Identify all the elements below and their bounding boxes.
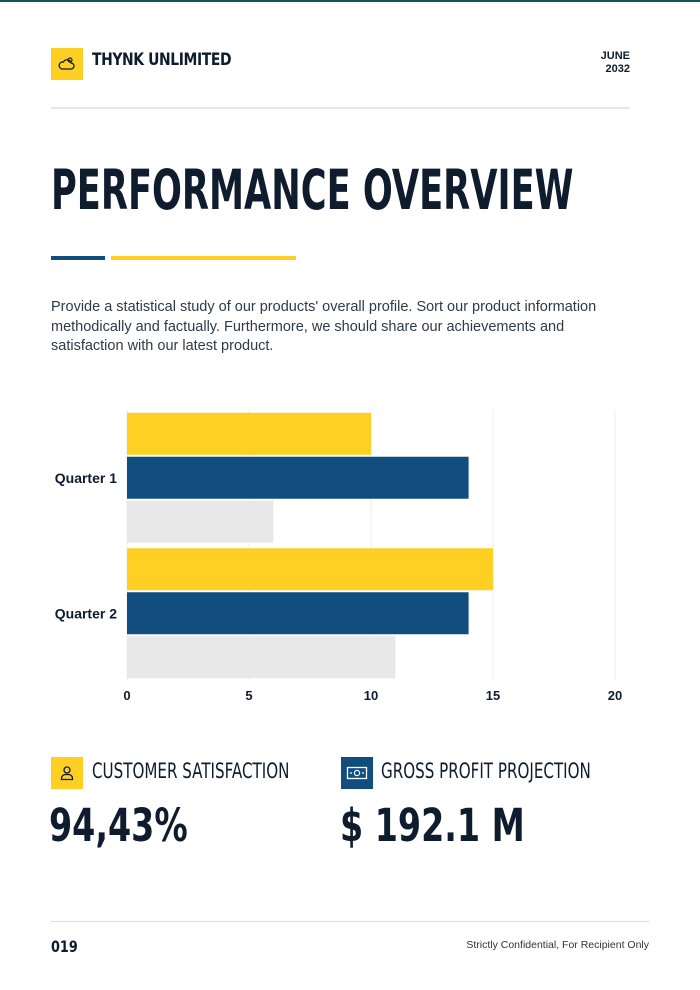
bar-2-series-2 [127, 592, 469, 635]
intro-paragraph: Provide a statistical study of our produ… [51, 299, 597, 354]
x-tick-label: 10 [364, 688, 378, 703]
profit-label: GROSS PROFIT PROJECTION [381, 759, 591, 783]
profit-icon-box [341, 757, 373, 789]
profit-value: $ 192.1 M [340, 799, 525, 852]
bar-2-series-1 [127, 548, 493, 591]
confidential-note: Strictly Confidential, For Recipient Onl… [466, 939, 649, 951]
bar-1-series-3 [127, 500, 274, 543]
bar-1-series-1 [127, 412, 371, 455]
date-year: 2032 [605, 63, 630, 75]
x-tick-label: 5 [245, 688, 252, 703]
page-title: PERFORMANCE OVERVIEW [51, 158, 574, 222]
header-divider [51, 107, 630, 109]
footer-divider [51, 921, 649, 922]
accent-bar-yellow [111, 256, 296, 260]
category-label: Quarter 1 [55, 470, 117, 486]
cloud-sun-icon [58, 57, 75, 70]
page-number: 019 [51, 937, 78, 956]
top-border [0, 0, 700, 2]
report-date: JUNE 2032 [601, 50, 630, 76]
money-icon [346, 766, 368, 780]
company-name: THYNK UNLIMITED [92, 50, 232, 70]
satisfaction-label: CUSTOMER SATISFACTION [92, 759, 290, 783]
accent-bar-navy [51, 256, 105, 260]
satisfaction-value: 94,43% [49, 799, 188, 852]
date-month: JUNE [600, 50, 630, 62]
user-icon [60, 766, 74, 781]
x-tick-label: 15 [486, 688, 500, 703]
x-tick-label: 20 [608, 688, 622, 703]
bar-chart: Quarter 1 Quarter 2 0 5 10 15 20 [55, 410, 622, 703]
satisfaction-icon-box [51, 757, 83, 789]
x-tick-label: 0 [123, 688, 130, 703]
logo [51, 48, 83, 80]
category-label: Quarter 2 [55, 605, 117, 621]
bar-2-series-3 [127, 636, 396, 679]
bar-1-series-2 [127, 456, 469, 499]
